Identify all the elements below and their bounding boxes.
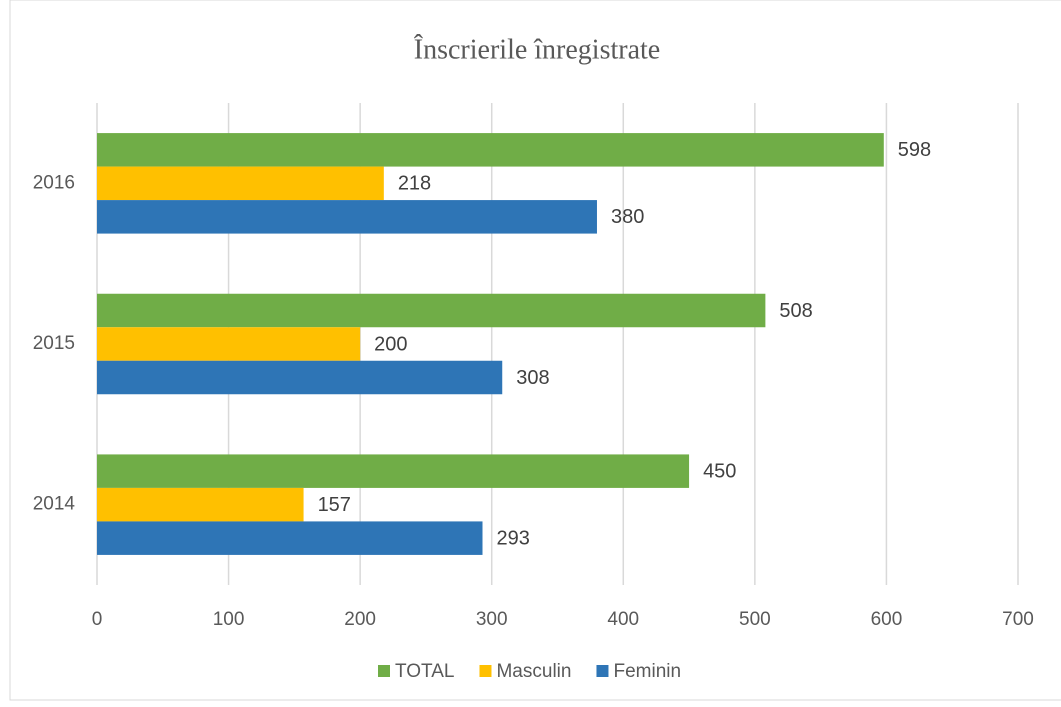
x-tick-label: 200 (344, 609, 376, 630)
data-label: 508 (779, 300, 812, 322)
data-label: 293 (497, 527, 530, 549)
legend-label: Feminin (613, 661, 681, 682)
y-tick-label: 2016 (33, 172, 75, 193)
data-label: 200 (374, 333, 407, 355)
x-tick-label: 100 (213, 609, 245, 630)
legend-swatch (479, 665, 492, 677)
bar (97, 360, 503, 395)
data-label: 380 (611, 206, 644, 228)
legend-label: TOTAL (395, 661, 454, 682)
legend-swatch (378, 665, 390, 677)
x-tick-label: 500 (739, 609, 771, 630)
bar (97, 166, 384, 201)
data-label: 450 (703, 460, 736, 482)
bar (97, 487, 304, 522)
chart-title: Înscrierile înregistrate (414, 34, 660, 65)
data-label: 157 (318, 494, 351, 516)
y-tick-label: 2015 (33, 333, 75, 354)
x-tick-label: 700 (1002, 609, 1034, 630)
x-tick-label: 300 (476, 609, 508, 630)
legend-swatch (596, 665, 609, 677)
data-label: 218 (398, 173, 431, 195)
bar (97, 133, 884, 167)
bar (97, 200, 597, 234)
bar (97, 293, 766, 328)
data-label: 598 (898, 139, 931, 161)
x-tick-label: 400 (607, 609, 639, 630)
data-label: 308 (516, 367, 549, 389)
bar (97, 327, 361, 361)
legend-label: Masculin (496, 661, 571, 682)
x-tick-label: 600 (871, 609, 903, 630)
bar (97, 521, 483, 555)
y-tick-label: 2014 (33, 494, 76, 515)
bar (97, 454, 690, 488)
x-tick-label: 0 (92, 609, 103, 630)
